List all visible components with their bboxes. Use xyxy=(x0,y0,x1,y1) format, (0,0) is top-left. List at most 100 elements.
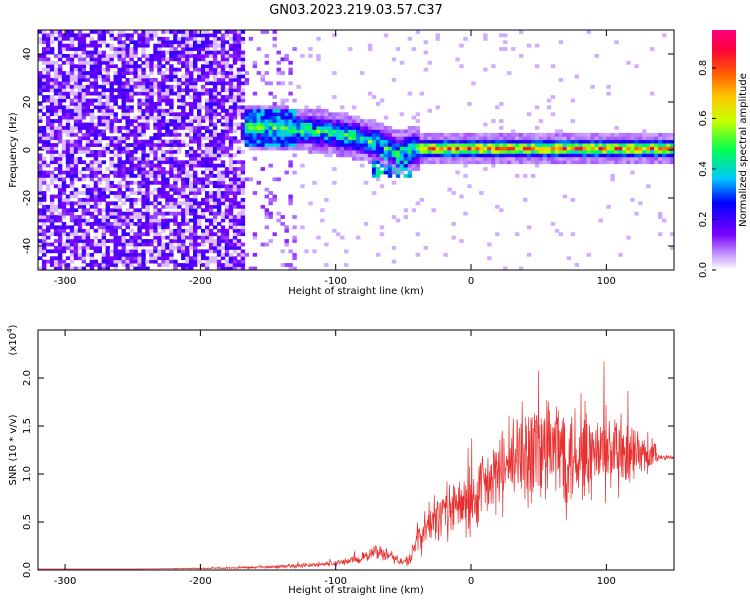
spectrogram-cell xyxy=(141,174,146,178)
spectrogram-cell xyxy=(173,33,178,38)
spectrogram-cell xyxy=(610,160,615,165)
spectrogram-cell xyxy=(197,57,202,62)
spectrogram-cell xyxy=(252,108,258,113)
spectrogram-cell xyxy=(574,132,579,137)
spectrogram-cell xyxy=(169,57,174,62)
spectrogram-cell xyxy=(157,160,162,165)
spectrogram-cell xyxy=(244,105,250,110)
spectrogram-cell xyxy=(189,119,194,123)
spectrogram-cell xyxy=(391,78,397,82)
spectrogram-cell xyxy=(304,126,309,130)
spectrogram-cell xyxy=(395,153,401,158)
spectrogram-cell xyxy=(177,54,182,58)
spectrogram-cell xyxy=(177,146,182,151)
spectrogram-cell xyxy=(570,198,575,202)
spectrogram-cell xyxy=(252,146,258,151)
spectrogram-cell xyxy=(181,215,186,219)
spectrogram-cell xyxy=(451,136,456,141)
spectrogram-cell xyxy=(125,78,130,82)
y-tick-label: 0 xyxy=(22,147,33,153)
spectrogram-cell xyxy=(407,170,413,175)
spectrogram-cell xyxy=(324,198,329,202)
spectrogram-cell xyxy=(177,191,182,195)
spectrogram-cell xyxy=(320,132,325,137)
spectrogram-cell xyxy=(53,108,59,113)
spectrogram-cell xyxy=(240,30,246,34)
spectrogram-cell xyxy=(216,30,222,34)
spectrogram-cell xyxy=(121,33,126,38)
spectrogram-cell xyxy=(224,211,230,216)
spectrogram-cell xyxy=(169,122,174,127)
spectrogram-cell xyxy=(177,30,182,34)
spectrogram-cell xyxy=(137,105,142,110)
spectrogram-cell xyxy=(292,98,297,103)
spectrogram-cell xyxy=(77,54,83,58)
spectrogram-cell xyxy=(205,177,210,182)
spectrogram-cell xyxy=(149,259,154,264)
spectrogram-cell xyxy=(149,174,154,178)
spectrogram-cell xyxy=(224,249,230,254)
spectrogram-cell xyxy=(395,150,401,154)
spectrogram-cell xyxy=(201,180,206,185)
spectrogram-cell xyxy=(145,119,150,123)
spectrogram-cell xyxy=(105,225,110,230)
spectrogram-cell xyxy=(224,204,230,209)
spectrogram-cell xyxy=(105,228,110,233)
spectrogram-cell xyxy=(216,235,222,240)
spectrogram-cell xyxy=(153,204,158,209)
spectrogram-cell xyxy=(117,150,122,154)
spectrogram-cell xyxy=(216,64,222,69)
spectrogram-cell xyxy=(526,252,532,257)
spectrogram-cell xyxy=(125,263,130,267)
spectrogram-cell xyxy=(145,43,150,48)
spectrogram-cell xyxy=(117,91,122,96)
spectrogram-cell xyxy=(42,30,47,34)
spectrogram-cell xyxy=(141,139,146,144)
spectrogram-cell xyxy=(38,170,43,175)
spectrogram-cell xyxy=(566,136,572,141)
spectrogram-cell xyxy=(121,108,126,113)
spectrogram-cell xyxy=(149,102,154,106)
spectrogram-cell xyxy=(49,177,55,182)
spectrogram-cell xyxy=(598,153,603,158)
spectrogram-cell xyxy=(101,225,106,230)
spectrogram-cell xyxy=(69,211,75,216)
spectrogram-cell xyxy=(173,150,178,154)
spectrogram-cell xyxy=(113,64,118,69)
spectrogram-cell xyxy=(101,112,106,117)
spectrogram-cell xyxy=(73,252,79,257)
spectrogram-cell xyxy=(205,143,210,147)
spectrogram-cell xyxy=(193,136,198,141)
spectrogram-cell xyxy=(121,170,126,175)
spectrogram-cell xyxy=(129,191,134,195)
spectrogram-cell xyxy=(181,54,186,58)
spectrogram-cell xyxy=(105,57,110,62)
spectrogram-cell xyxy=(550,160,556,165)
spectrogram-cell xyxy=(594,54,599,58)
spectrogram-cell xyxy=(46,242,51,247)
spectrogram-cell xyxy=(634,160,639,165)
spectrogram-cell xyxy=(208,163,214,168)
spectrogram-cell xyxy=(534,43,540,48)
spectrogram-cell xyxy=(85,167,91,171)
spectrogram-cell xyxy=(201,208,206,213)
spectrogram-cell xyxy=(236,78,242,82)
spectrogram-cell xyxy=(340,146,345,151)
spectrogram-cell xyxy=(570,136,575,141)
spectrogram-cell xyxy=(169,108,174,113)
spectrogram-cell xyxy=(264,115,269,120)
spectrogram-cell xyxy=(312,122,317,127)
spectrogram-cell xyxy=(109,64,114,69)
spectrogram-cell xyxy=(594,136,599,141)
spectrogram-cell xyxy=(614,132,619,137)
spectrogram-cell xyxy=(113,228,118,233)
spectrogram-cell xyxy=(57,108,63,113)
spectrogram-cell xyxy=(46,119,51,123)
spectrogram-cell xyxy=(268,201,273,206)
spectrogram-cell xyxy=(201,150,206,154)
spectrogram-cell xyxy=(471,81,476,86)
spectrogram-cell xyxy=(46,184,51,189)
spectrogram-cell xyxy=(193,40,198,45)
spectrogram-cell xyxy=(65,153,71,158)
